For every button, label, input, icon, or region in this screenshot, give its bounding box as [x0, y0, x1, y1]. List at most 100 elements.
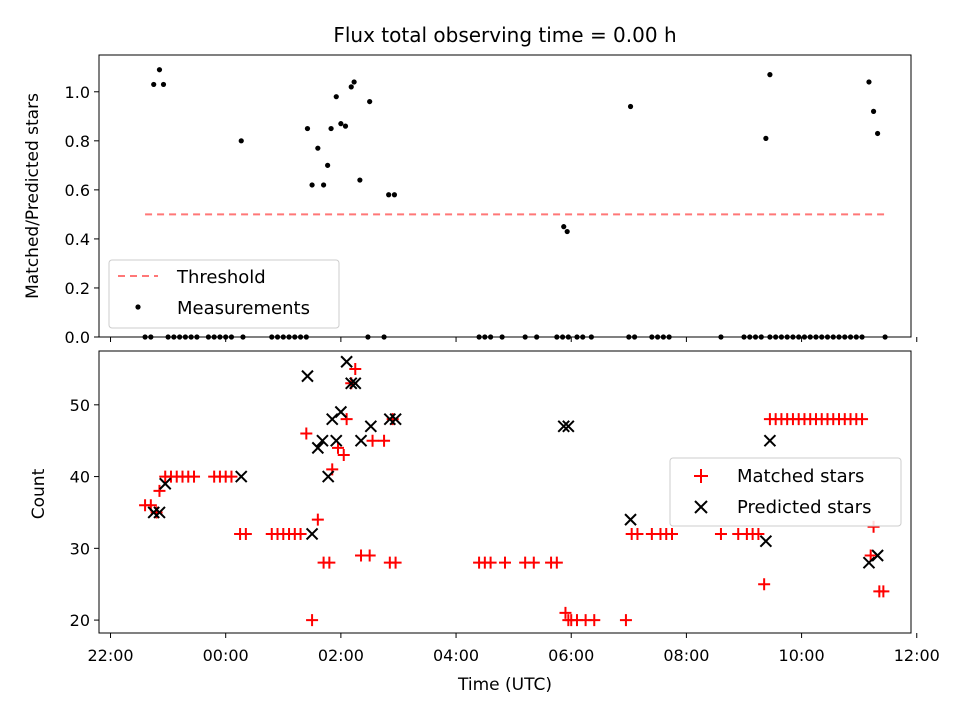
measurements-point: [561, 224, 567, 230]
measurements-point: [564, 228, 570, 235]
x-tick-label: 12:00: [894, 646, 940, 665]
measurements-point: [156, 67, 163, 73]
measurements-point: [367, 98, 373, 105]
matched-stars-point: [311, 513, 324, 526]
x-tick-label: 22:00: [87, 646, 133, 665]
matched-stars-point: [323, 556, 336, 569]
chart-title: Flux total observing time = 0.00 h: [333, 23, 676, 47]
matched-stars-point: [631, 527, 644, 540]
legend-matched-swatch: [694, 469, 708, 483]
predicted-stars-point: [235, 470, 248, 483]
matched-stars-point: [877, 585, 890, 598]
matched-stars-point: [349, 362, 362, 375]
predicted-stars-point: [153, 506, 166, 519]
x-tick-label: 02:00: [318, 646, 364, 665]
measurements-point: [386, 192, 392, 198]
top-subplot: 0.0 0.2 0.4 0.6 0.8 1.0: [65, 54, 918, 347]
predicted-stars-point: [759, 534, 773, 548]
matched-stars-point: [153, 484, 166, 497]
matched-stars-point: [363, 549, 376, 562]
predicted-stars-point: [389, 412, 402, 426]
measurements-point: [338, 121, 344, 127]
measurements-point: [874, 130, 881, 137]
matched-stars-point: [239, 527, 252, 540]
matched-stars-point: [752, 527, 765, 540]
matched-stars-point: [389, 556, 402, 569]
top-legend: Threshold Measurements: [108, 259, 340, 329]
measurements-point: [325, 162, 331, 168]
x-axis-label: Time (UTC): [457, 675, 552, 695]
legend-predicted-swatch: [694, 500, 708, 514]
measurements-point: [391, 192, 398, 198]
predicted-stars-point: [301, 369, 314, 383]
bottom-y-tick-label: 30: [70, 539, 90, 558]
predicted-stars-point: [349, 377, 362, 390]
measurements-point: [315, 145, 321, 151]
predicted-stars-point: [316, 434, 329, 447]
measurements-point: [870, 108, 877, 114]
bottom-y-tick-label: 40: [70, 468, 90, 487]
matched-stars-point: [306, 614, 319, 627]
measurements-point: [309, 182, 315, 188]
matched-stars-point: [294, 527, 307, 540]
matched-stars-point: [366, 434, 379, 447]
bottom-legend-frame: [669, 457, 902, 527]
measurements-point: [348, 84, 354, 90]
legend-predicted-label: Predicted stars: [737, 497, 871, 518]
matched-stars-point: [527, 556, 540, 569]
predicted-stars-point: [871, 549, 884, 562]
top-y-tick-label: 0.2: [65, 279, 90, 298]
matched-stars-point: [499, 556, 511, 569]
x-tick-label: 10:00: [779, 646, 825, 665]
predicted-stars-point: [147, 506, 160, 519]
measurements-point: [328, 125, 334, 132]
measurements-point: [304, 125, 311, 132]
matched-stars-point: [559, 606, 572, 619]
x-tick-label: 00:00: [203, 646, 249, 665]
bottom-legend: Matched stars Predicted stars: [669, 457, 902, 527]
predicted-stars-point: [557, 420, 570, 433]
top-legend-frame: [108, 259, 340, 329]
measurements-point: [151, 81, 157, 88]
predicted-stars-point: [624, 513, 637, 526]
matched-stars-point: [666, 527, 679, 540]
matched-stars-point: [337, 449, 350, 462]
top-y-tick-label: 1.0: [65, 83, 90, 102]
measurements-point: [351, 79, 357, 85]
legend-matched-label: Matched stars: [737, 466, 864, 487]
top-y-axis-label: Matched/Predicted stars: [23, 93, 43, 299]
predicted-stars-point: [311, 441, 325, 455]
measurements-point: [238, 138, 244, 144]
predicted-stars-point: [321, 470, 335, 483]
top-axes-frame: [98, 54, 912, 338]
top-y-tick-label: 0.4: [65, 230, 90, 249]
predicted-stars-point: [364, 420, 378, 433]
predicted-stars-point: [330, 434, 343, 447]
matched-stars-point: [856, 413, 869, 426]
bottom-y-axis-label: Count: [29, 468, 49, 519]
predicted-stars-point: [159, 477, 172, 490]
matched-stars-point: [188, 470, 201, 483]
matched-stars-point: [758, 578, 771, 591]
matched-stars-point: [331, 441, 344, 454]
top-y-tick-label: 0.0: [65, 328, 90, 347]
legend-measurements-swatch: [135, 304, 141, 310]
x-tick-label: 08:00: [663, 646, 709, 665]
measurements-point: [627, 103, 634, 110]
measurements-point: [357, 177, 363, 183]
bottom-axes-frame: [98, 350, 912, 634]
predicted-stars-point: [383, 412, 397, 426]
predicted-stars-point: [326, 412, 339, 426]
matched-stars-point: [378, 434, 391, 447]
measurements-point: [342, 123, 349, 129]
legend-measurements-label: Measurements: [177, 298, 310, 319]
matched-stars-point: [619, 614, 632, 627]
matched-stars-point: [340, 413, 353, 426]
predicted-stars-point: [305, 527, 319, 541]
predicted-stars-point: [862, 556, 876, 569]
predicted-stars-point: [763, 434, 777, 447]
x-tick-label: 06:00: [548, 646, 594, 665]
predicted-stars-point: [345, 377, 358, 390]
measurements-point: [767, 72, 773, 78]
